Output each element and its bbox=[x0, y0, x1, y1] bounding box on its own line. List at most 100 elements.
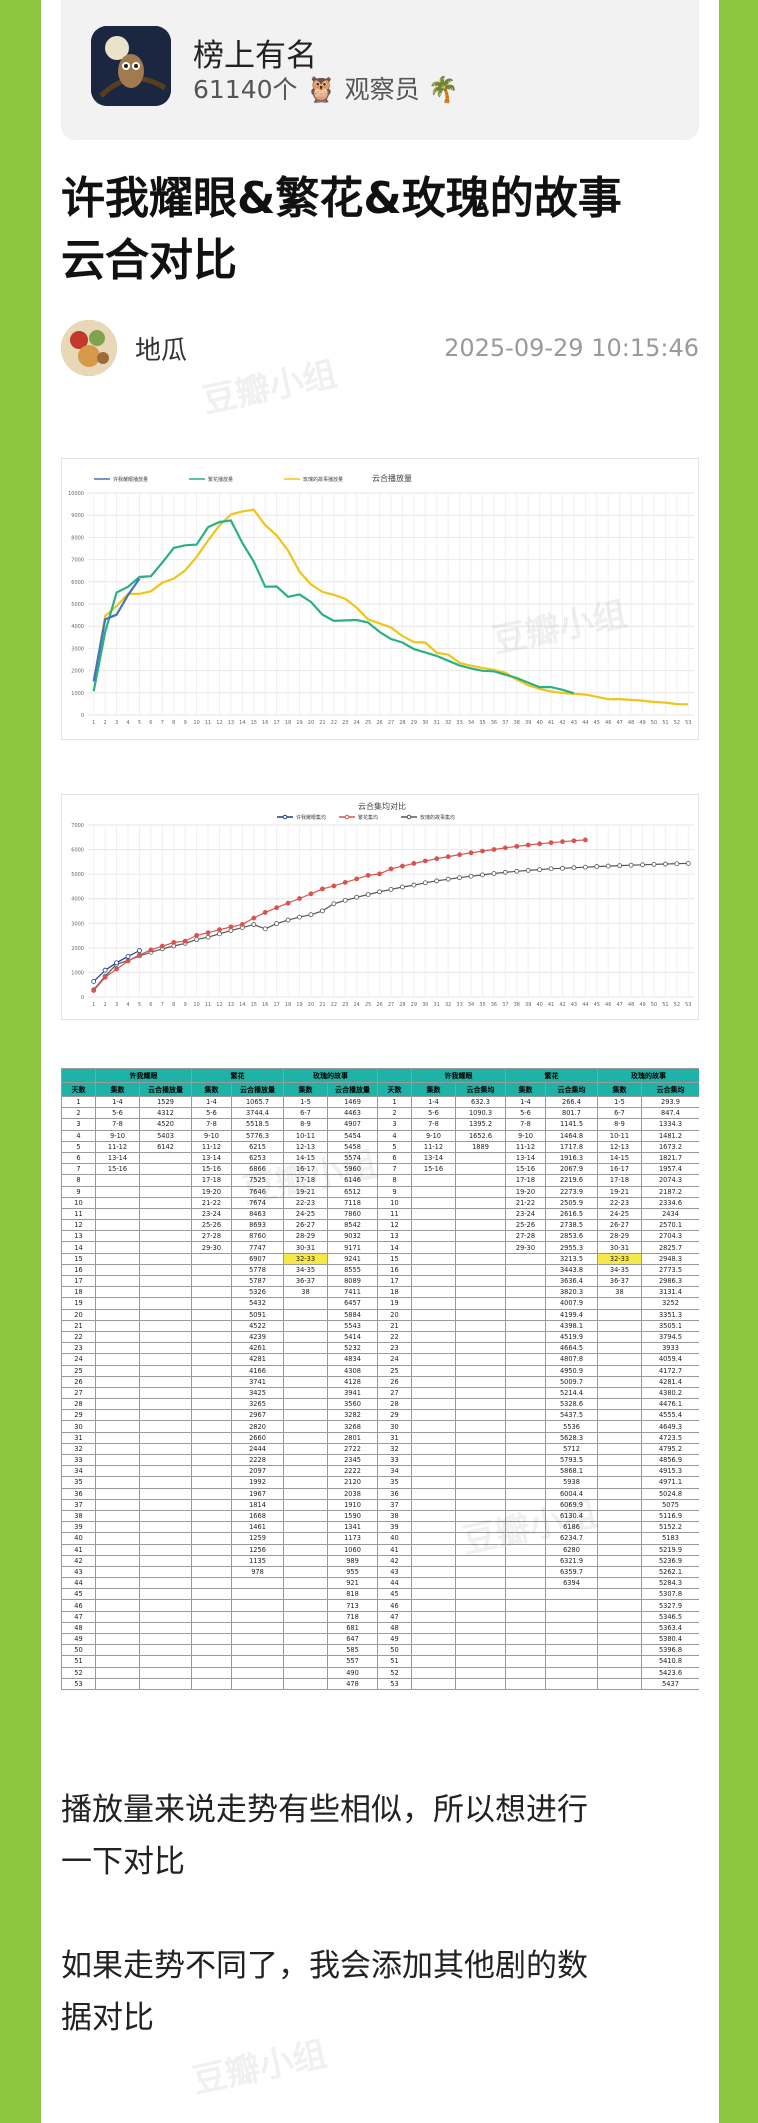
table-cell bbox=[411, 1442, 456, 1456]
table-cell: 1821.7 bbox=[641, 1151, 699, 1165]
table-cell: 5116.9 bbox=[641, 1509, 699, 1523]
table-cell bbox=[191, 1465, 232, 1478]
table-cell: 5183 bbox=[641, 1532, 699, 1545]
table-cell bbox=[191, 1498, 232, 1511]
table-cell bbox=[191, 1509, 232, 1523]
data-point bbox=[651, 861, 657, 867]
data-point bbox=[228, 924, 234, 930]
x-tick-label: 11 bbox=[205, 1002, 211, 1008]
x-tick-label: 28 bbox=[399, 1002, 405, 1008]
table-row: 35 1992 2120 35 5938 4971.1 bbox=[61, 1476, 699, 1489]
table-cell: 5 bbox=[61, 1140, 96, 1153]
table-cell: 4522 bbox=[231, 1319, 284, 1332]
table-cell: 15 bbox=[61, 1252, 96, 1265]
table-cell: 33 bbox=[61, 1453, 96, 1467]
paragraph-2-line1: 如果走势不同了，我会添加其他剧的数 bbox=[61, 1948, 588, 1984]
table-cell: 51 bbox=[61, 1655, 96, 1668]
x-tick-label: 37 bbox=[502, 1002, 508, 1008]
table-cell bbox=[455, 1398, 506, 1411]
table-cell: 21 bbox=[377, 1319, 412, 1332]
x-tick-label: 19 bbox=[296, 1002, 302, 1008]
table-cell: 5091 bbox=[231, 1308, 284, 1321]
table-cell bbox=[95, 1185, 140, 1198]
data-point bbox=[262, 926, 268, 932]
table-cell: 25 bbox=[61, 1364, 96, 1377]
data-point bbox=[560, 839, 565, 845]
table-cell: 14 bbox=[61, 1241, 96, 1254]
table-cell bbox=[455, 1207, 506, 1221]
table-cell: 1060 bbox=[327, 1543, 378, 1556]
series-line bbox=[92, 519, 575, 695]
table-cell bbox=[597, 1632, 642, 1646]
table-cell bbox=[283, 1677, 328, 1690]
y-tick-label: 3000 bbox=[71, 646, 84, 652]
table-cell: 15-16 bbox=[505, 1163, 546, 1176]
table-cell bbox=[139, 1364, 192, 1377]
data-point bbox=[342, 879, 348, 885]
table-cell: 2948.3 bbox=[641, 1252, 699, 1265]
table-cell: 52 bbox=[61, 1666, 96, 1679]
table-cell bbox=[597, 1588, 642, 1601]
series-line bbox=[92, 577, 141, 682]
table-cell bbox=[95, 1666, 140, 1679]
table-cell: 47 bbox=[377, 1610, 412, 1623]
table-cell bbox=[283, 1465, 328, 1478]
table-cell bbox=[455, 1554, 506, 1567]
table-cell bbox=[95, 1274, 140, 1288]
table-cell: 19 bbox=[377, 1297, 412, 1310]
data-point bbox=[468, 850, 474, 856]
table-cell: 35 bbox=[377, 1476, 412, 1489]
table-cell bbox=[139, 1308, 192, 1321]
table-row: 46 713 46 5327.9 bbox=[61, 1599, 699, 1612]
x-tick-label: 2 bbox=[104, 1002, 107, 1008]
table-cell: 6-7 bbox=[283, 1107, 328, 1120]
table-cell bbox=[139, 1632, 192, 1646]
table-cell: 2187.2 bbox=[641, 1185, 699, 1198]
table-cell: 5307.8 bbox=[641, 1588, 699, 1601]
table-cell: 4463 bbox=[327, 1107, 378, 1120]
x-tick-label: 46 bbox=[605, 1002, 611, 1008]
table-cell: 1065.7 bbox=[231, 1095, 284, 1109]
table-cell: 6186 bbox=[545, 1521, 598, 1534]
table-cell bbox=[95, 1532, 140, 1545]
data-point bbox=[137, 952, 142, 958]
group-name[interactable]: 榜上有名 bbox=[193, 38, 317, 74]
legend-marker bbox=[406, 814, 412, 820]
data-point bbox=[480, 848, 485, 854]
table-cell: 5-6 bbox=[505, 1107, 546, 1120]
paragraph-2: 如果走势不同了，我会添加其他剧的数 据对比 bbox=[61, 1940, 701, 2044]
table-cell: 3794.5 bbox=[641, 1330, 699, 1344]
table-cell bbox=[455, 1353, 506, 1366]
table-cell: 8 bbox=[377, 1174, 412, 1187]
table-cell: 16-17 bbox=[597, 1163, 642, 1176]
x-tick-label: 15 bbox=[251, 1002, 257, 1008]
table-cell: 5328.6 bbox=[545, 1398, 598, 1411]
table-cell bbox=[455, 1330, 506, 1344]
author-avatar[interactable] bbox=[61, 320, 117, 376]
data-point bbox=[308, 891, 314, 897]
table-cell bbox=[597, 1565, 642, 1579]
data-point bbox=[342, 897, 348, 903]
table-cell bbox=[191, 1487, 232, 1500]
table-cell bbox=[283, 1666, 328, 1679]
table-cell: 44 bbox=[377, 1577, 412, 1590]
group-card[interactable]: 榜上有名 61140个 🦉 观察员 🌴 bbox=[61, 0, 699, 140]
x-tick-label: 43 bbox=[571, 720, 577, 726]
author-name[interactable]: 地瓜 bbox=[135, 336, 188, 366]
table-cell: 2616.5 bbox=[545, 1207, 598, 1221]
table-cell bbox=[505, 1386, 546, 1400]
table-cell bbox=[505, 1375, 546, 1388]
table-cell bbox=[139, 1286, 192, 1299]
table-cell bbox=[283, 1453, 328, 1467]
table-cell: 53 bbox=[61, 1677, 96, 1690]
data-point bbox=[217, 927, 222, 933]
table-column-header: 云合集均 bbox=[641, 1082, 699, 1097]
table-cell bbox=[411, 1274, 456, 1288]
table-cell: 4807.8 bbox=[545, 1353, 598, 1366]
table-cell bbox=[283, 1655, 328, 1668]
table-cell: 48 bbox=[61, 1621, 96, 1635]
table-cell bbox=[191, 1677, 232, 1690]
table-row: 14 29-30 7747 30-31 9171 14 29-30 2955.3 30-31 28… bbox=[61, 1241, 699, 1254]
table-cell: 4 bbox=[61, 1129, 96, 1142]
group-avatar[interactable] bbox=[91, 26, 171, 106]
